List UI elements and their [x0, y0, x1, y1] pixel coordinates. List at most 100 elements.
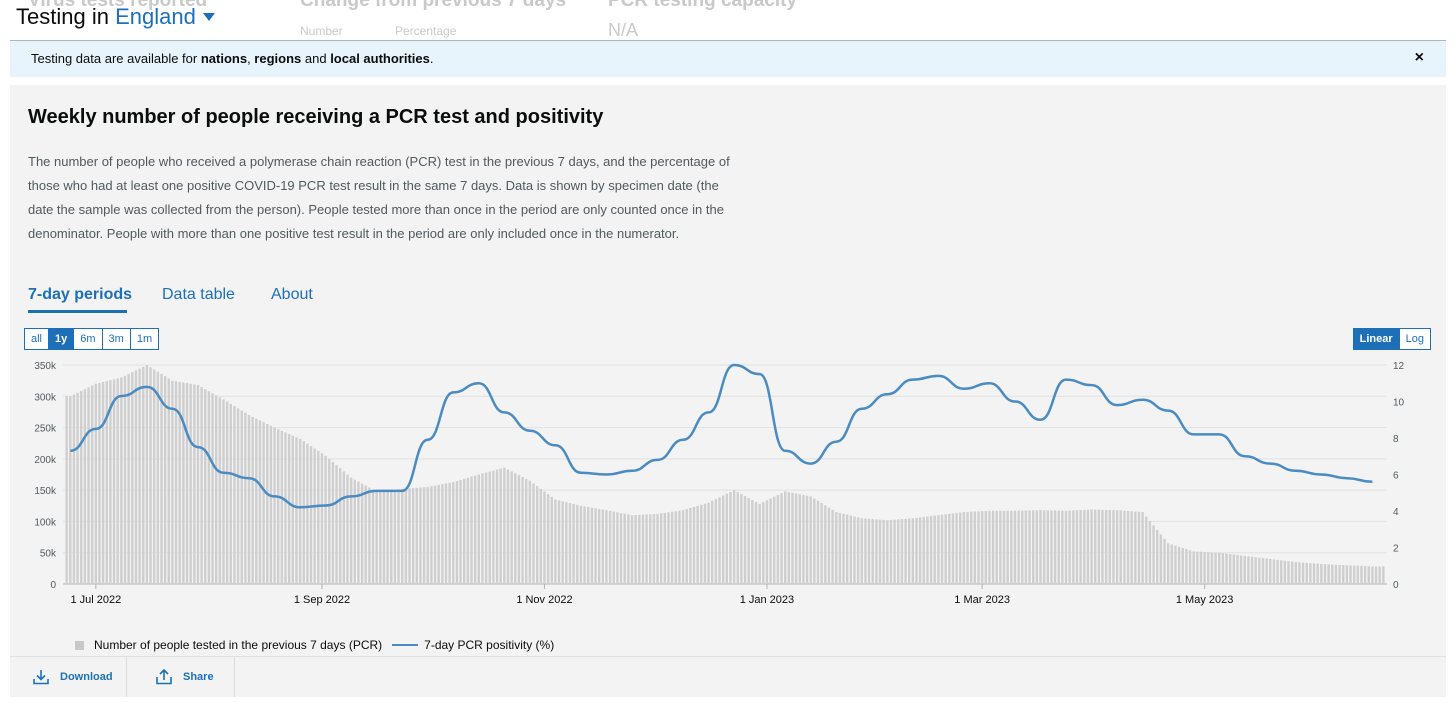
banner-text-3: and	[301, 51, 331, 66]
bar-mark	[229, 403, 232, 584]
banner-link-local-authorities[interactable]: local authorities	[330, 51, 430, 66]
bar-mark	[426, 487, 429, 584]
bar-mark	[554, 499, 557, 584]
bar-mark	[791, 492, 794, 584]
bar-mark	[247, 415, 251, 584]
bar-mark	[408, 488, 411, 584]
bar-mark	[397, 489, 400, 584]
bar-mark	[258, 420, 262, 584]
bar-mark	[1225, 553, 1228, 584]
bar-mark	[331, 461, 335, 584]
bar-mark	[601, 509, 605, 584]
caret-down-icon[interactable]	[202, 13, 215, 21]
bar-mark	[528, 480, 532, 584]
bar-mark	[233, 406, 236, 584]
bar-mark	[1053, 510, 1057, 584]
download-button[interactable]: Download	[10, 657, 127, 697]
bar-mark	[69, 396, 72, 584]
bar-mark	[160, 373, 163, 584]
bar-mark	[309, 446, 313, 584]
bar-mark	[277, 429, 280, 584]
bar-mark	[1130, 511, 1133, 584]
bar-mark	[550, 496, 553, 584]
bar-mark	[1024, 510, 1028, 584]
range-3m-button[interactable]: 3m	[103, 329, 131, 349]
bar-mark	[441, 484, 444, 584]
y-right-tick-label: 2	[1393, 544, 1399, 555]
bar-mark	[707, 502, 710, 584]
bar-mark	[255, 418, 258, 584]
tab-about[interactable]: About	[271, 286, 313, 303]
bar-mark	[754, 501, 758, 584]
download-label[interactable]: Download	[60, 671, 113, 683]
bar-mark	[1013, 510, 1017, 584]
bar-mark	[904, 518, 907, 584]
bar-mark	[922, 516, 925, 584]
bar-mark	[1221, 553, 1225, 584]
bar-mark	[488, 471, 491, 584]
tab-7-day-periods[interactable]: 7-day periods	[28, 286, 133, 303]
y-tick-label: 0	[50, 580, 56, 591]
bar-mark	[324, 455, 327, 584]
bar-mark	[495, 469, 499, 584]
bar-mark	[525, 478, 528, 584]
bar-mark	[291, 435, 294, 584]
bar-mark	[149, 367, 152, 584]
bar-mark	[747, 498, 750, 584]
bar-mark	[1283, 560, 1287, 584]
bar-mark	[105, 381, 108, 584]
bar-mark	[1097, 509, 1101, 584]
bar-mark	[1298, 562, 1301, 584]
area-name[interactable]: England	[115, 4, 196, 29]
area-selector[interactable]: England	[115, 4, 215, 29]
bar-mark	[452, 482, 455, 584]
bar-mark	[404, 488, 408, 584]
bar-mark	[98, 382, 101, 584]
range-all-button[interactable]: all	[25, 329, 50, 349]
x-tick-label: 1 Jan 2023	[740, 594, 794, 606]
bar-mark	[251, 416, 254, 584]
range-6m-button[interactable]: 6m	[74, 329, 103, 349]
bar-mark	[590, 507, 594, 584]
bar-mark	[514, 473, 517, 584]
bar-mark	[1152, 525, 1155, 584]
ghost-sub-number: Number	[300, 24, 343, 38]
scale-selector: Linear Log	[1352, 328, 1431, 350]
bar-mark	[499, 468, 502, 584]
bar-mark	[189, 383, 192, 584]
bar-mark	[959, 512, 962, 584]
share-label[interactable]: Share	[183, 671, 214, 683]
scale-log-button[interactable]: Log	[1405, 333, 1424, 345]
range-1m-button[interactable]: 1m	[136, 333, 153, 345]
bar-mark	[999, 510, 1002, 584]
bar-mark	[1276, 559, 1279, 584]
bar-mark	[182, 382, 185, 584]
share-button[interactable]: Share	[127, 657, 235, 697]
close-icon[interactable]: ×	[1414, 49, 1424, 66]
bar-mark	[1145, 516, 1148, 584]
bar-mark	[1166, 543, 1170, 584]
bar-mark	[1075, 510, 1079, 584]
bar-mark	[83, 389, 87, 584]
bar-mark	[659, 513, 663, 584]
chart-card: Weekly number of people receiving a PCR …	[10, 85, 1446, 697]
tab-data-table[interactable]: Data table	[162, 286, 235, 303]
bar-mark	[988, 510, 991, 584]
scale-linear-button[interactable]: Linear	[1353, 329, 1400, 349]
banner-link-regions[interactable]: regions	[254, 51, 302, 66]
bar-mark	[1039, 510, 1042, 584]
x-axis: 1 Jul 2022 1 Sep 2022 1 Nov 2022 1 Jan 2023…	[70, 584, 1233, 606]
y-tick-label: 250k	[34, 424, 57, 435]
bar-mark	[587, 507, 590, 584]
bar-mark	[886, 520, 889, 584]
bar-mark	[211, 393, 214, 584]
bar-mark	[1287, 561, 1290, 584]
bar-mark	[980, 511, 984, 584]
y-right-tick-label: 10	[1393, 398, 1405, 409]
bar-mark	[867, 518, 871, 584]
range-1y-button[interactable]: 1y	[49, 329, 75, 349]
banner-link-nations[interactable]: nations	[200, 51, 248, 66]
bar-mark	[871, 519, 874, 584]
bar-mark	[1334, 564, 1338, 584]
bar-mark	[127, 373, 130, 584]
